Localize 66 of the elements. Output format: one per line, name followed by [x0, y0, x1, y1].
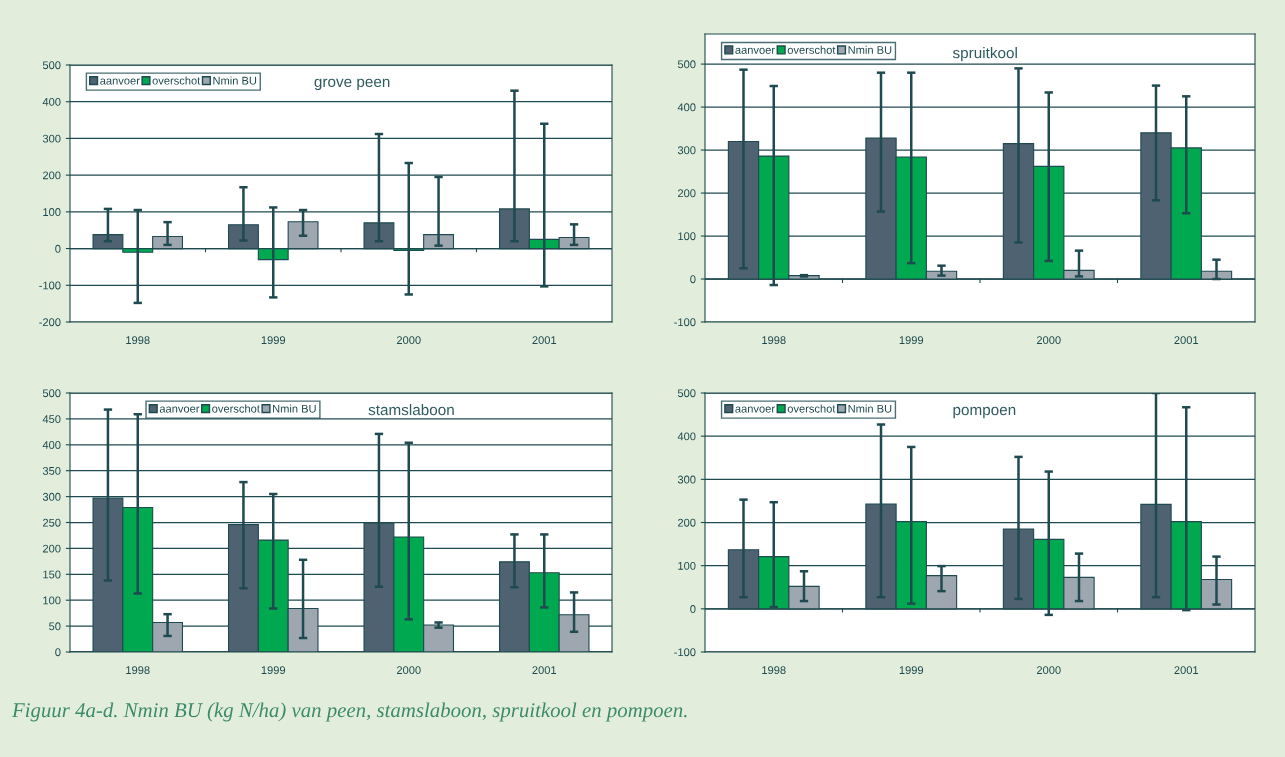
legend-label: Nmin BU [848, 404, 892, 413]
y-tick-label: -200 [39, 318, 61, 327]
y-tick-label: 150 [43, 570, 61, 579]
x-tick-label: 2001 [532, 666, 557, 675]
y-tick-label: -100 [674, 318, 696, 327]
y-tick-label: 450 [42, 415, 61, 424]
text: grove peen [314, 78, 390, 91]
x-tick-label: 2000 [1036, 336, 1061, 345]
legend-label: Nmin BU [273, 404, 316, 413]
legend-label: Nmin BU [213, 76, 257, 85]
y-tick-label: 200 [677, 189, 696, 198]
y-tick-label: -100 [39, 281, 61, 290]
legend-label: aanvoer [735, 47, 775, 54]
y-tick-label: 0 [55, 244, 61, 253]
x-tick-label: 1999 [899, 666, 924, 675]
y-tick-label: 400 [42, 97, 61, 106]
y-tick-label: 500 [677, 389, 696, 398]
x-tick-label: 2000 [396, 336, 421, 345]
y-tick-label: 350 [42, 466, 61, 475]
y-tick-label: 300 [677, 146, 696, 155]
y-tick-label: 300 [42, 134, 61, 143]
legend-label: aanvoer [159, 406, 200, 413]
y-tick-label: 300 [42, 492, 61, 501]
y-tick-label: 0 [690, 605, 696, 613]
legend-label: overschot [787, 404, 836, 413]
y-tick-label: 100 [678, 232, 696, 241]
x-tick-label: 1999 [261, 666, 286, 675]
x-tick-label: 1999 [261, 336, 286, 345]
text: pompoen [953, 406, 1016, 419]
legend-label: overschot [152, 76, 201, 85]
legend-label: overschot [787, 45, 836, 54]
x-tick-label: 1998 [762, 666, 786, 675]
y-tick-label: 200 [42, 544, 61, 553]
y-tick-label: 500 [42, 61, 61, 70]
y-tick-label: 250 [42, 518, 61, 527]
y-tick-label: 0 [690, 275, 696, 284]
text: spruitkool [952, 47, 1017, 62]
legend-label: overschot [212, 404, 260, 413]
y-tick-label: 400 [677, 103, 696, 112]
y-tick-label: 50 [49, 622, 61, 631]
legend-label: aanvoer [735, 406, 775, 413]
x-tick-label: 2000 [1036, 666, 1061, 675]
y-tick-label: 0 [55, 648, 61, 657]
legend-label: aanvoer [100, 78, 140, 85]
y-tick-label: 400 [42, 441, 61, 449]
y-tick-label: 100 [678, 561, 696, 570]
y-tick-label: 300 [677, 475, 696, 484]
y-tick-label: 400 [677, 432, 696, 441]
x-tick-label: 1998 [126, 666, 150, 675]
y-tick-label: -100 [674, 648, 696, 657]
y-tick-label: 100 [43, 208, 61, 216]
legend-label: Nmin BU [848, 45, 892, 54]
y-tick-label: 500 [42, 389, 61, 398]
x-tick-label: 2000 [396, 666, 421, 675]
x-tick-label: 1998 [126, 336, 150, 345]
text: Figuur 4a-d. Nmin BU (kg N/ha) van peen, stamslaboon, spruitkool en pompoen. [11, 702, 687, 722]
y-tick-label: 500 [677, 60, 696, 69]
x-tick-label: 1999 [899, 336, 924, 345]
y-tick-label: 200 [42, 171, 61, 180]
x-tick-label: 2001 [532, 336, 557, 345]
y-tick-label: 100 [43, 596, 61, 605]
text: stamslaboon [368, 404, 454, 416]
x-tick-label: 2001 [1174, 666, 1199, 675]
y-tick-label: 200 [677, 518, 696, 527]
x-tick-label: 1998 [762, 336, 786, 345]
x-tick-label: 2001 [1174, 336, 1199, 345]
